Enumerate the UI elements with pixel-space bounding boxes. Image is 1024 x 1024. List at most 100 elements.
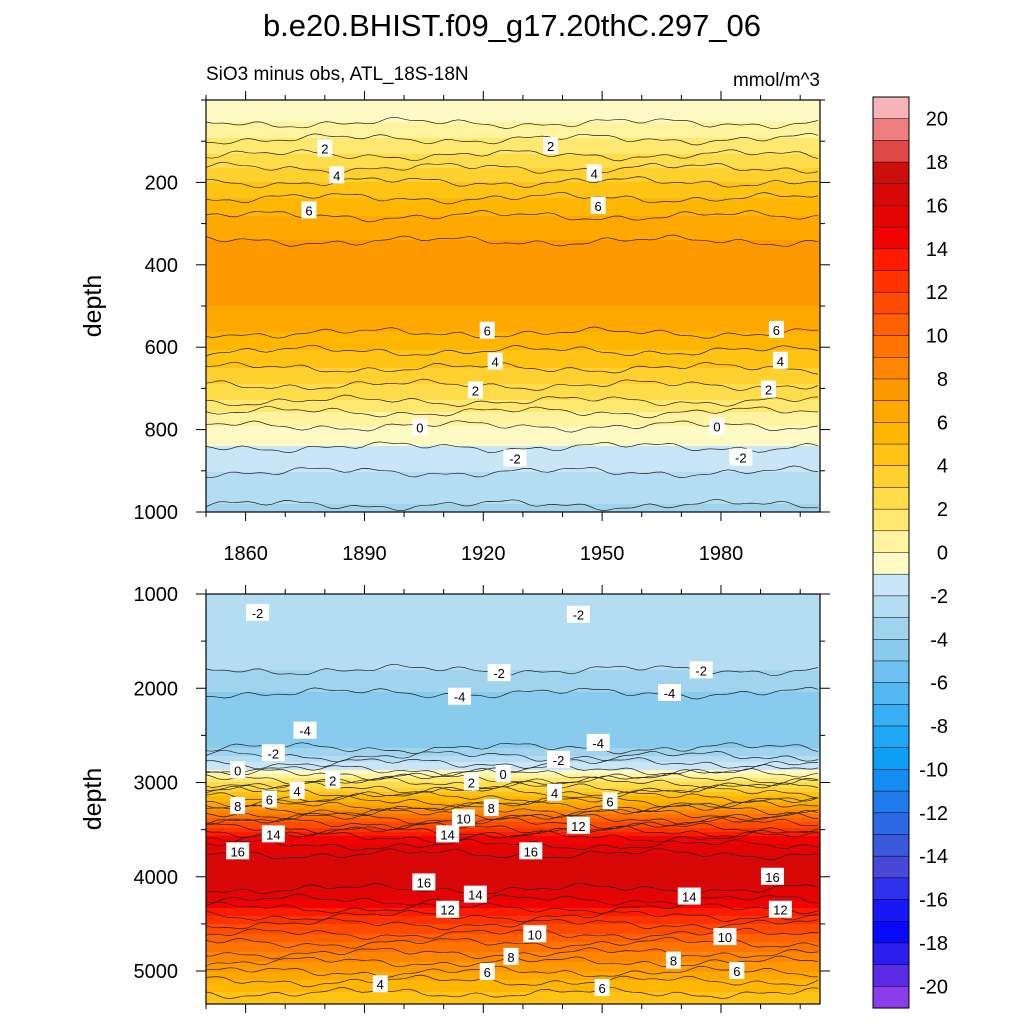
field-band: [206, 668, 820, 671]
colorbar-swatch: [872, 920, 910, 944]
contour-label: 4: [586, 164, 602, 182]
contour-label-text: 6: [266, 792, 273, 807]
colorbar-swatch: [872, 96, 910, 120]
contour-line: [206, 795, 819, 808]
field-band: [206, 940, 820, 943]
field-band: [206, 616, 820, 619]
field-band: [206, 778, 820, 781]
field-band: [206, 492, 820, 495]
x-tick-label: 1860: [223, 543, 268, 565]
colorbar-swatch: [872, 378, 910, 402]
field-band: [206, 652, 820, 655]
contour-label-text: 2: [765, 383, 772, 398]
field-band: [206, 348, 820, 351]
contour-line: [206, 465, 819, 479]
field-band: [206, 332, 820, 335]
field-band: [206, 504, 820, 507]
field-band: [206, 620, 820, 623]
field-band: [206, 144, 820, 147]
field-band: [206, 162, 820, 165]
field-band: [206, 748, 820, 751]
colorbar-label: -12: [919, 803, 948, 825]
field-band: [206, 446, 820, 449]
field-band: [206, 248, 820, 251]
contour-label: 2: [467, 381, 483, 399]
field-band: [206, 320, 820, 323]
colorbar-swatch: [872, 617, 910, 640]
contour-label-bg: [586, 164, 602, 182]
contour-label-bg: [543, 137, 559, 155]
field-band: [206, 350, 820, 353]
colorbar-label: -18: [919, 933, 948, 955]
field-band: [206, 730, 820, 733]
field-band: [206, 346, 820, 349]
field-band: [206, 894, 820, 897]
field-band: [206, 500, 820, 503]
contour-label: 12: [768, 900, 792, 918]
field-band: [206, 974, 820, 977]
field-band: [206, 832, 820, 835]
field-band: [206, 836, 820, 839]
field-band: [206, 600, 820, 603]
contour-line: [206, 910, 819, 923]
colorbar-swatch: [872, 205, 910, 228]
field-band: [206, 392, 820, 395]
field-band: [206, 336, 820, 339]
field-band: [206, 812, 820, 815]
contour-label-text: 16: [524, 844, 538, 859]
contour-label-text: 6: [773, 323, 780, 338]
contour-label-text: 4: [293, 784, 300, 799]
contour-label-text: -4: [454, 690, 466, 705]
colorbar-label: 2: [937, 499, 948, 521]
field-band: [206, 176, 820, 179]
contour-line: [206, 161, 819, 175]
contour-label-bg: [713, 928, 737, 946]
contour-label-bg: [412, 418, 428, 436]
contour-label-bg: [301, 201, 317, 219]
contour-label-bg: [495, 765, 511, 783]
field-band: [206, 916, 820, 919]
field-band: [206, 890, 820, 893]
field-band: [206, 480, 820, 483]
contour-label-text: 10: [456, 811, 470, 826]
field-band: [206, 226, 820, 229]
contour-label-bg: [689, 661, 713, 679]
contour-line: [206, 974, 819, 988]
field-band: [206, 280, 820, 283]
field-band: [206, 686, 820, 689]
contour-label-bg: [665, 951, 681, 969]
colorbar-swatch: [872, 639, 910, 662]
field-band: [206, 766, 820, 769]
contour-label-bg: [325, 771, 341, 789]
colorbar-swatch: [872, 226, 910, 250]
contour-label: 14: [463, 885, 487, 903]
field-band: [206, 724, 820, 727]
y-tick-label: 1000: [134, 502, 179, 524]
field-band: [206, 202, 820, 205]
contour-line: [206, 838, 819, 851]
contour-label-text: 6: [305, 203, 312, 218]
contour-line: [206, 772, 819, 785]
contour-line: [206, 405, 819, 419]
field-band: [206, 204, 820, 207]
contour-label-bg: [503, 449, 527, 467]
contour-label-text: 6: [606, 794, 613, 809]
colorbar: [872, 96, 910, 1009]
field-band: [206, 408, 820, 411]
field-band: [206, 398, 820, 401]
field-band: [206, 878, 820, 881]
field-band: [206, 468, 820, 471]
field-band: [206, 258, 820, 261]
field-band: [206, 880, 820, 883]
field-band: [206, 310, 820, 313]
contour-label: 6: [479, 321, 495, 339]
field-band: [206, 800, 820, 803]
contour-label-bg: [463, 773, 479, 791]
field-band: [206, 676, 820, 679]
contour-label-bg: [594, 978, 610, 996]
field-band: [206, 1000, 820, 1003]
field-band: [206, 702, 820, 705]
field-band: [206, 728, 820, 731]
